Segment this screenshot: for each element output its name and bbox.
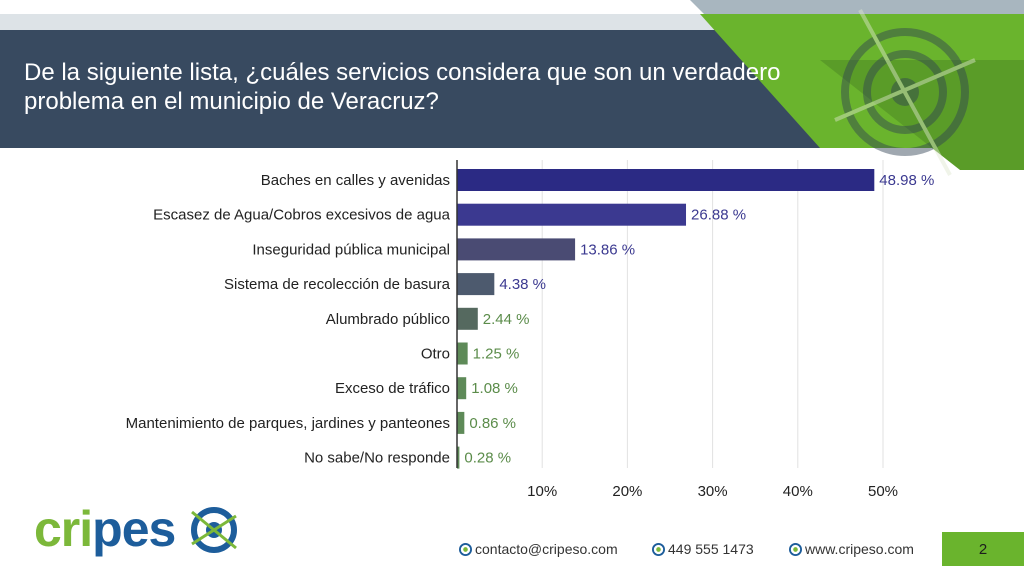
category-label: No sabe/No responde (304, 450, 450, 467)
category-label: Baches en calles y avenidas (261, 172, 450, 189)
svg-text:cripes: cripes (34, 501, 175, 557)
category-label: Sistema de recolección de basura (224, 276, 451, 293)
value-label: 0.86 % (469, 415, 516, 432)
target-icon (834, 9, 976, 176)
value-label: 1.08 % (471, 380, 518, 397)
bar (457, 273, 495, 296)
category-label: Mantenimiento de parques, jardines y pan… (126, 415, 450, 432)
cripeso-logo: cripes (34, 501, 237, 557)
target-bullet-icon (652, 542, 665, 556)
bar (457, 411, 465, 434)
category-label: Exceso de tráfico (335, 380, 450, 397)
value-label: 13.86 % (580, 241, 635, 258)
bar-chart: Baches en calles y avenidas Escasez de Ag… (126, 160, 934, 500)
footer-email[interactable]: contacto@cripeso.com (459, 541, 618, 557)
category-label: Otro (421, 346, 450, 363)
bar (457, 307, 478, 330)
target-bullet-icon (789, 542, 802, 556)
x-tick-label: 40% (783, 483, 813, 500)
category-label: Escasez de Agua/Cobros excesivos de agua (153, 207, 451, 224)
x-tick-label: 50% (868, 483, 898, 500)
corner-decoration (690, 0, 1024, 176)
value-label: 1.25 % (473, 346, 520, 363)
value-label: 4.38 % (499, 276, 546, 293)
footer-web[interactable]: www.cripeso.com (789, 541, 914, 557)
value-label: 0.28 % (464, 450, 511, 467)
bar (457, 446, 460, 469)
bar (457, 203, 687, 226)
page-number: 2 (942, 532, 1024, 566)
footer-phone[interactable]: 449 555 1473 (652, 541, 754, 557)
bar (457, 377, 467, 400)
value-label: 48.98 % (879, 172, 934, 189)
x-tick-label: 30% (698, 483, 728, 500)
bar (457, 238, 576, 261)
category-label: Alumbrado público (326, 311, 450, 328)
value-label: 2.44 % (483, 311, 530, 328)
value-label: 26.88 % (691, 207, 746, 224)
bar (457, 342, 468, 365)
target-bullet-icon (459, 542, 472, 556)
x-tick-label: 10% (527, 483, 557, 500)
category-label: Inseguridad pública municipal (252, 241, 450, 258)
chart-title: De la siguiente lista, ¿cuáles servicios… (24, 59, 781, 115)
x-tick-label: 20% (612, 483, 642, 500)
bar (457, 169, 875, 191)
